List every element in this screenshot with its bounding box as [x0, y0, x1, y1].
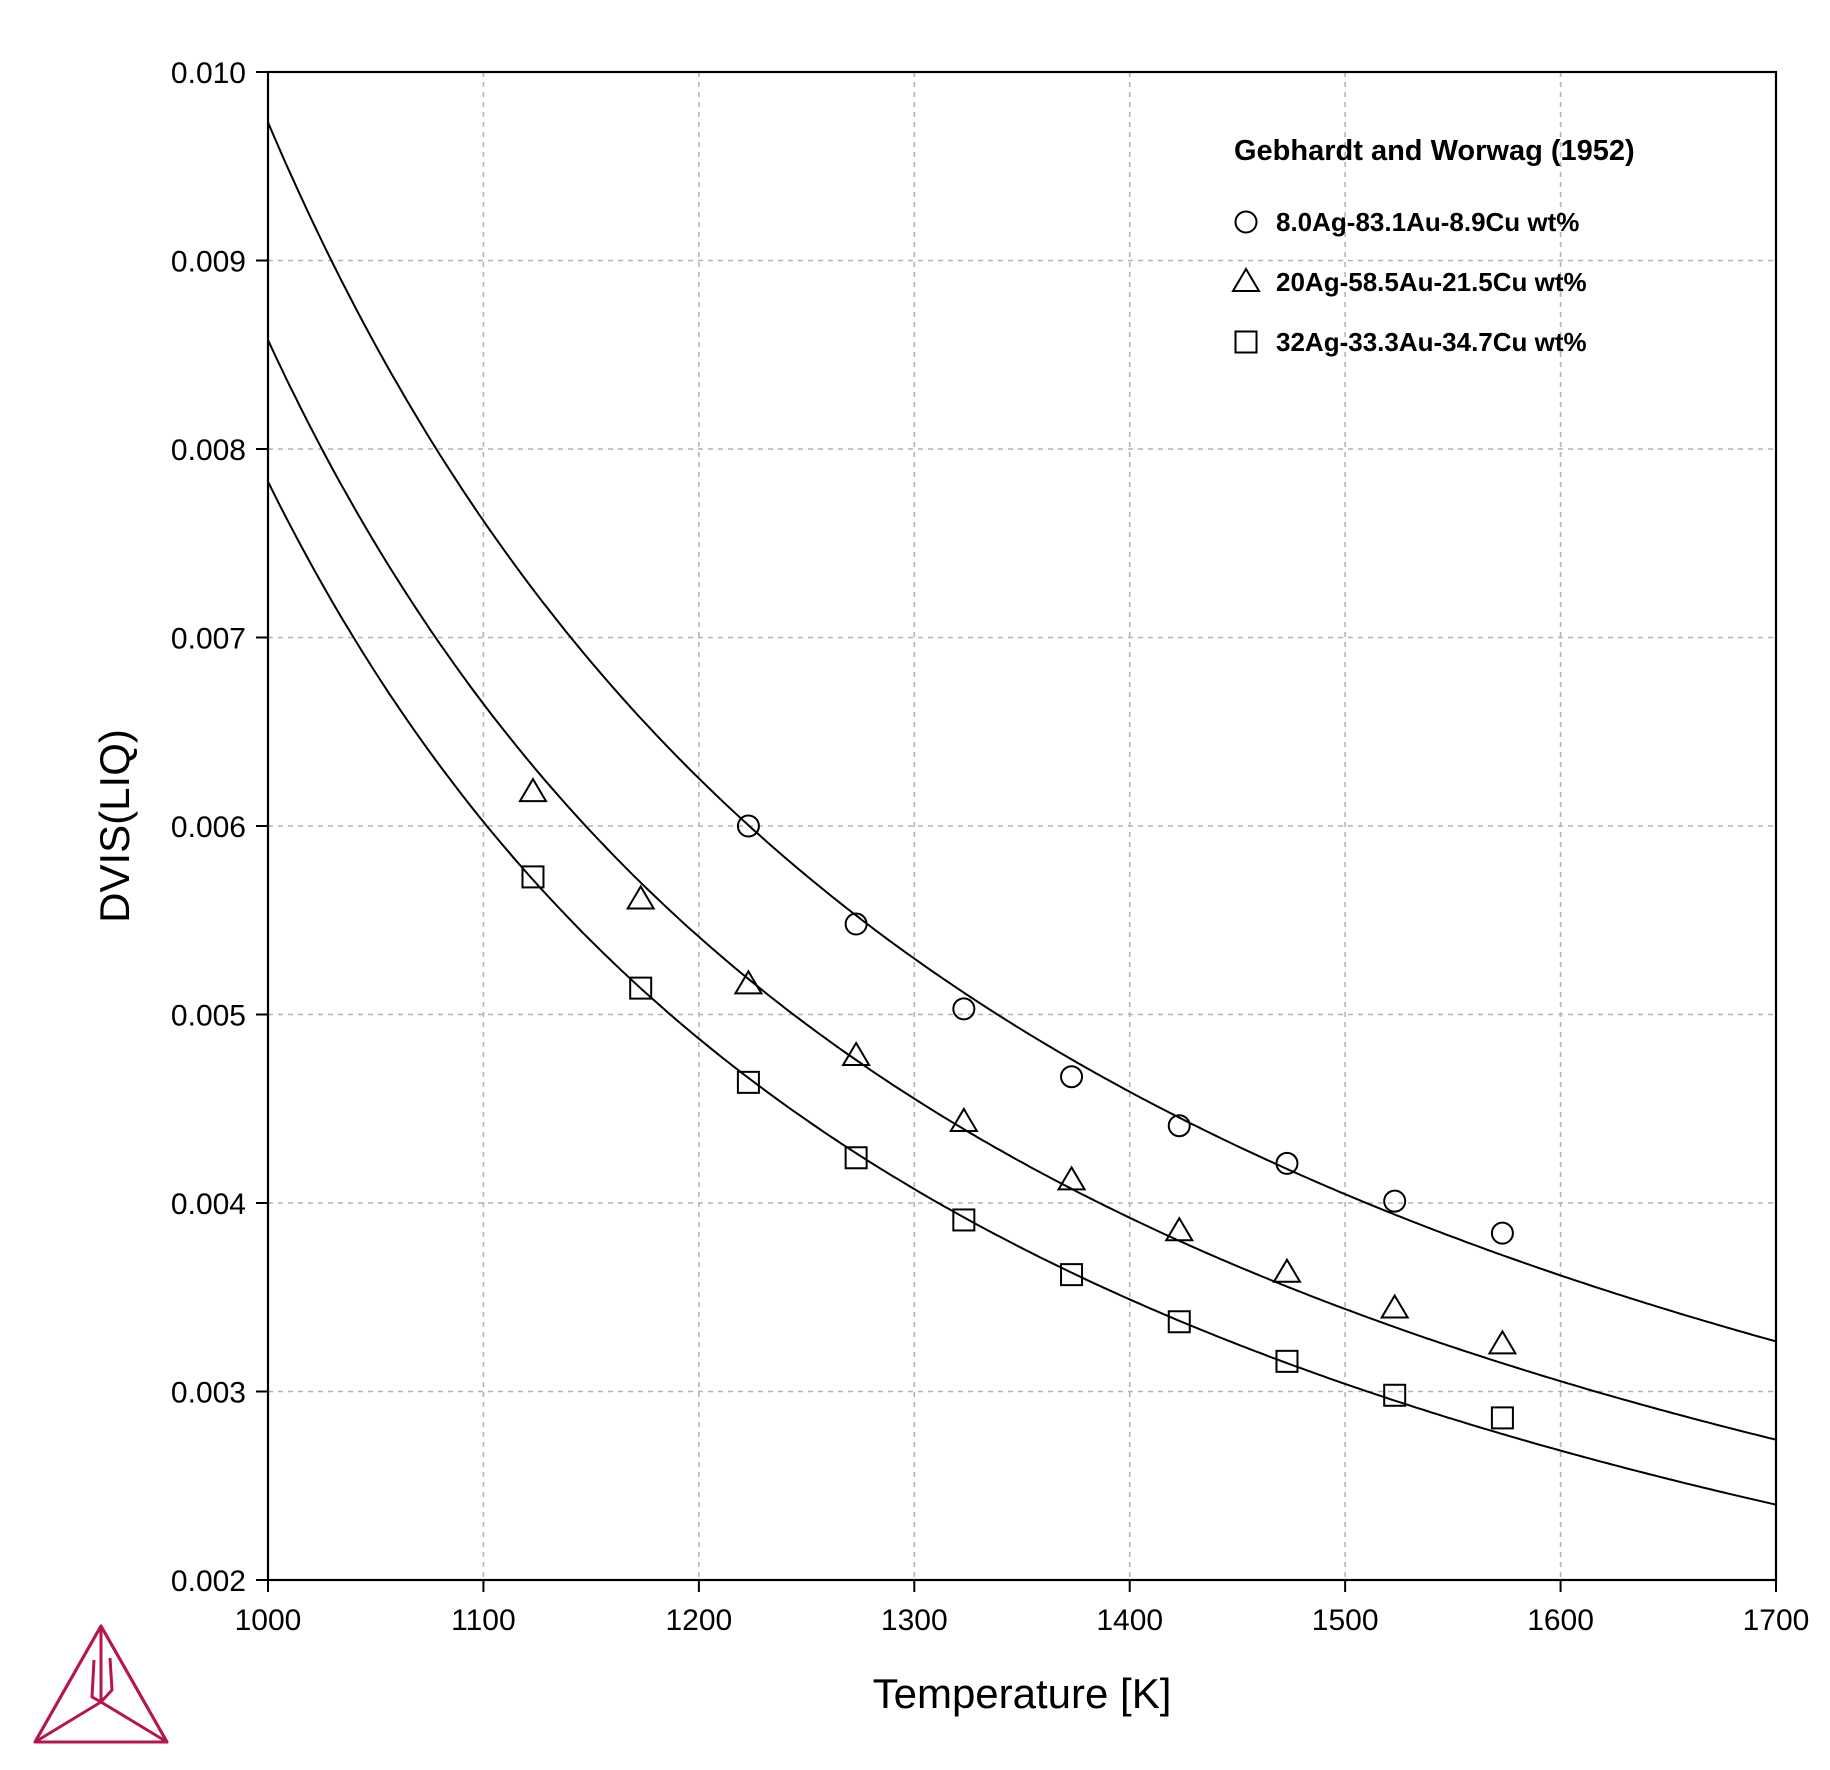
- data-point-square: [1167, 1310, 1191, 1334]
- y-tick-label: 0.007: [171, 623, 246, 656]
- thermo-calc-triangle-icon: [33, 1624, 169, 1744]
- y-tick-label: 0.008: [171, 434, 246, 467]
- y-tick-label: 0.005: [171, 1000, 246, 1033]
- data-point-circle: [952, 997, 976, 1021]
- data-point-triangle: [733, 969, 764, 995]
- tick-layer: [256, 71, 1777, 1592]
- data-point-square: [736, 1070, 760, 1094]
- data-point-circle: [844, 912, 868, 936]
- logo-facet-right: [99, 1624, 169, 1744]
- calculated-curve-3: [267, 481, 1777, 1506]
- x-tick-label: 1600: [1527, 1604, 1594, 1637]
- data-point-circle: [736, 814, 760, 838]
- data-point-triangle: [1487, 1329, 1518, 1355]
- x-tick-label: 1000: [235, 1604, 302, 1637]
- curve-layer: [267, 122, 1777, 1506]
- data-point-circle: [1383, 1189, 1407, 1213]
- legend-circle-icon: [1234, 210, 1258, 234]
- logo-inner-lines: [90, 1657, 114, 1704]
- data-point-circle: [1490, 1221, 1514, 1245]
- legend-items: 8.0Ag-83.1Au-8.9Cu wt% 20Ag-58.5Au-21.5Cu…: [1231, 207, 1587, 357]
- data-point-square: [1490, 1406, 1514, 1430]
- data-point-triangle: [949, 1106, 979, 1132]
- y-tick-label: 0.010: [171, 57, 246, 90]
- x-tick-label: 1500: [1312, 1604, 1379, 1637]
- data-point-triangle: [841, 1041, 871, 1066]
- y-tick-label: 0.002: [171, 1565, 246, 1598]
- x-tick-label: 1200: [665, 1604, 732, 1637]
- data-point-circle: [1167, 1114, 1191, 1138]
- data-point-triangle: [625, 884, 656, 910]
- x-tick-label: 1100: [451, 1604, 516, 1637]
- data-point-triangle: [1379, 1293, 1410, 1319]
- y-tick-label: 0.006: [171, 811, 246, 844]
- calculated-curve-1: [267, 122, 1777, 1343]
- data-point-triangle: [1056, 1165, 1087, 1191]
- legend-label: 20Ag-58.5Au-21.5Cu wt%: [1276, 267, 1587, 297]
- data-point-square: [952, 1208, 976, 1232]
- data-point-square: [1383, 1383, 1407, 1407]
- legend-label: 8.0Ag-83.1Au-8.9Cu wt%: [1276, 207, 1579, 237]
- grid-layer: [268, 72, 1776, 1580]
- label-layer: 1000 1100 1200 1300 1400 1500 1600 1700 0.002 0.0…: [171, 57, 1809, 1637]
- data-point-circle: [1275, 1151, 1299, 1175]
- data-point-square: [844, 1146, 868, 1170]
- data-point-square: [1275, 1349, 1299, 1373]
- y-tick-label: 0.009: [171, 246, 246, 279]
- legend-title: Gebhardt and Worwag (1952): [1234, 135, 1635, 167]
- data-point-square: [521, 865, 545, 889]
- x-tick-label: 1700: [1743, 1604, 1810, 1637]
- y-tick-label: 0.004: [171, 1188, 246, 1221]
- x-axis-title: Temperature [K]: [873, 1670, 1172, 1717]
- data-point-square: [1060, 1263, 1084, 1287]
- data-point-square: [629, 976, 653, 1000]
- data-point-triangle: [1164, 1216, 1195, 1242]
- marker-layer: [518, 777, 1518, 1430]
- legend-label: 32Ag-33.3Au-34.7Cu wt%: [1276, 327, 1587, 357]
- legend: Gebhardt and Worwag (1952) 8.0Ag-83.1Au-…: [1231, 135, 1635, 357]
- legend-triangle-icon: [1231, 267, 1261, 292]
- x-tick-label: 1400: [1096, 1604, 1163, 1637]
- data-point-triangle: [518, 777, 548, 803]
- y-axis-title: DVIS(LIQ): [91, 729, 138, 923]
- calculated-curve-2: [267, 339, 1777, 1441]
- data-point-triangle: [1272, 1257, 1302, 1283]
- legend-square-icon: [1234, 330, 1258, 354]
- y-tick-label: 0.003: [171, 1377, 246, 1410]
- logo-facet-left: [33, 1624, 103, 1744]
- data-point-circle: [1060, 1065, 1084, 1089]
- x-tick-label: 1300: [881, 1604, 948, 1637]
